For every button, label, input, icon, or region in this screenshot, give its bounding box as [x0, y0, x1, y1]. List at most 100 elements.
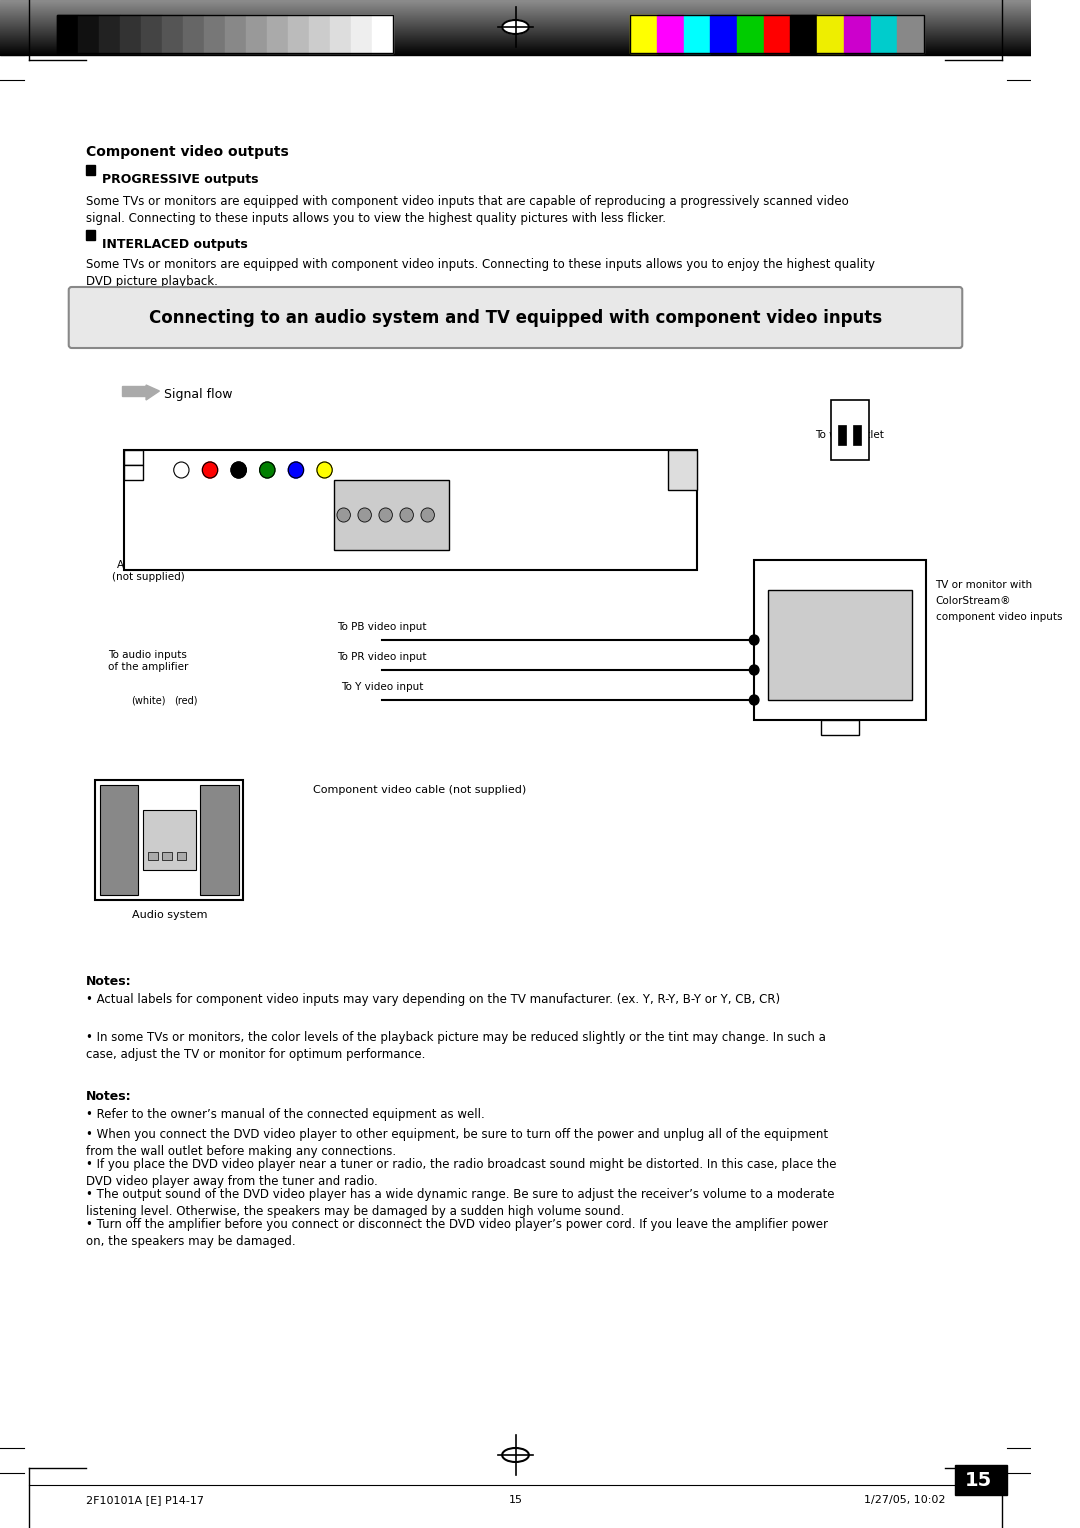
Circle shape — [379, 507, 392, 523]
Bar — [122, 387, 146, 396]
Text: (red): (red) — [174, 695, 198, 704]
Bar — [100, 785, 138, 895]
Text: • In some TVs or monitors, the color levels of the playback picture may be reduc: • In some TVs or monitors, the color lev… — [86, 1031, 826, 1060]
Text: To AUDIO OUT: To AUDIO OUT — [140, 455, 213, 465]
Text: 2F10101A [E] P14-17: 2F10101A [E] P14-17 — [86, 1494, 204, 1505]
Text: To wall outlet: To wall outlet — [815, 429, 885, 440]
Bar — [630, 15, 657, 53]
Bar — [754, 559, 926, 720]
Bar — [818, 15, 843, 53]
Bar — [870, 15, 897, 53]
Circle shape — [357, 507, 372, 523]
Bar — [897, 15, 924, 53]
Bar — [630, 15, 924, 53]
FancyBboxPatch shape — [69, 287, 962, 348]
Text: (white): (white) — [131, 472, 165, 481]
Bar — [769, 590, 912, 700]
Bar — [124, 451, 697, 570]
Circle shape — [750, 695, 759, 704]
Bar — [204, 15, 226, 53]
Bar — [334, 480, 448, 550]
Text: To audio inputs
of the amplifier: To audio inputs of the amplifier — [108, 649, 188, 672]
Text: (white): (white) — [131, 695, 165, 704]
Bar — [162, 853, 172, 860]
Polygon shape — [146, 385, 160, 400]
Bar — [737, 15, 764, 53]
Text: Some TVs or monitors are equipped with component video inputs that are capable o: Some TVs or monitors are equipped with c… — [86, 196, 849, 225]
Bar — [124, 451, 144, 465]
Text: To Y
VIDEO
OUT: To Y VIDEO OUT — [185, 500, 216, 533]
Text: Audio system: Audio system — [132, 911, 207, 920]
Bar — [148, 853, 158, 860]
Text: PROGRESSIVE outputs: PROGRESSIVE outputs — [103, 173, 258, 186]
Text: • Refer to the owner’s manual of the connected equipment as well.: • Refer to the owner’s manual of the con… — [86, 1108, 485, 1122]
Circle shape — [231, 461, 246, 478]
Bar — [791, 15, 818, 53]
Text: (red): (red) — [184, 472, 207, 481]
Bar — [821, 720, 860, 735]
Text: • Turn off the amplifier before you connect or disconnect the DVD video player’s: • Turn off the amplifier before you conn… — [86, 1218, 828, 1248]
Text: • When you connect the DVD video player to other equipment, be sure to turn off : • When you connect the DVD video player … — [86, 1128, 828, 1158]
Circle shape — [288, 461, 303, 478]
Text: 15: 15 — [964, 1470, 993, 1490]
Text: To PR video input: To PR video input — [337, 652, 427, 662]
Bar — [831, 400, 868, 460]
Text: Component video cable (not supplied): Component video cable (not supplied) — [313, 785, 527, 795]
Bar — [351, 15, 373, 53]
Text: To PB
VIDEO
OUT: To PB VIDEO OUT — [261, 500, 293, 533]
Bar — [124, 465, 144, 480]
Circle shape — [750, 636, 759, 645]
Text: To PB video input: To PB video input — [337, 622, 427, 633]
Circle shape — [421, 507, 434, 523]
Text: component video inputs: component video inputs — [935, 613, 1062, 622]
Bar — [330, 15, 351, 53]
Bar — [684, 15, 711, 53]
Circle shape — [750, 665, 759, 675]
Bar — [711, 15, 737, 53]
Text: TV or monitor with: TV or monitor with — [935, 581, 1032, 590]
Circle shape — [316, 461, 333, 478]
Text: Notes:: Notes: — [86, 975, 132, 989]
Ellipse shape — [502, 20, 529, 34]
Text: • Actual labels for component video inputs may vary depending on the TV manufact: • Actual labels for component video inpu… — [86, 993, 780, 1005]
Bar — [57, 15, 393, 53]
Text: Connecting to an audio system and TV equipped with component video inputs: Connecting to an audio system and TV equ… — [149, 309, 882, 327]
Text: To PR
VIDEO
OUT: To PR VIDEO OUT — [224, 500, 254, 533]
Text: ColorStream®: ColorStream® — [935, 596, 1011, 607]
Bar — [838, 425, 846, 445]
Text: Some TVs or monitors are equipped with component video inputs. Connecting to the: Some TVs or monitors are equipped with c… — [86, 258, 875, 287]
Bar — [141, 15, 162, 53]
Bar — [246, 15, 267, 53]
Bar — [99, 15, 120, 53]
Bar — [177, 853, 186, 860]
Bar — [120, 15, 141, 53]
Bar — [95, 779, 243, 900]
Bar — [57, 15, 78, 53]
Circle shape — [400, 507, 414, 523]
Circle shape — [259, 461, 275, 478]
Text: • The output sound of the DVD video player has a wide dynamic range. Be sure to : • The output sound of the DVD video play… — [86, 1187, 835, 1218]
Text: To Y video input: To Y video input — [340, 681, 423, 692]
Bar — [201, 785, 239, 895]
Text: 1/27/05, 10:02: 1/27/05, 10:02 — [864, 1494, 945, 1505]
Bar — [144, 810, 195, 869]
Bar — [764, 15, 791, 53]
Circle shape — [337, 507, 350, 523]
Bar — [86, 231, 95, 240]
Text: • If you place the DVD video player near a tuner or radio, the radio broadcast s: • If you place the DVD video player near… — [86, 1158, 836, 1187]
Bar — [288, 15, 309, 53]
Bar — [162, 15, 184, 53]
Bar — [843, 15, 870, 53]
Text: Audio cable
(not supplied): Audio cable (not supplied) — [111, 559, 185, 582]
Bar — [955, 1465, 1008, 1494]
Bar — [853, 425, 861, 445]
Bar — [184, 15, 204, 53]
Bar — [226, 15, 246, 53]
Circle shape — [202, 461, 218, 478]
Bar — [267, 15, 288, 53]
Text: Component video outputs: Component video outputs — [86, 145, 288, 159]
Bar — [669, 451, 697, 490]
Text: 15: 15 — [509, 1494, 523, 1505]
Bar — [657, 15, 684, 53]
Text: Signal flow: Signal flow — [164, 388, 232, 400]
